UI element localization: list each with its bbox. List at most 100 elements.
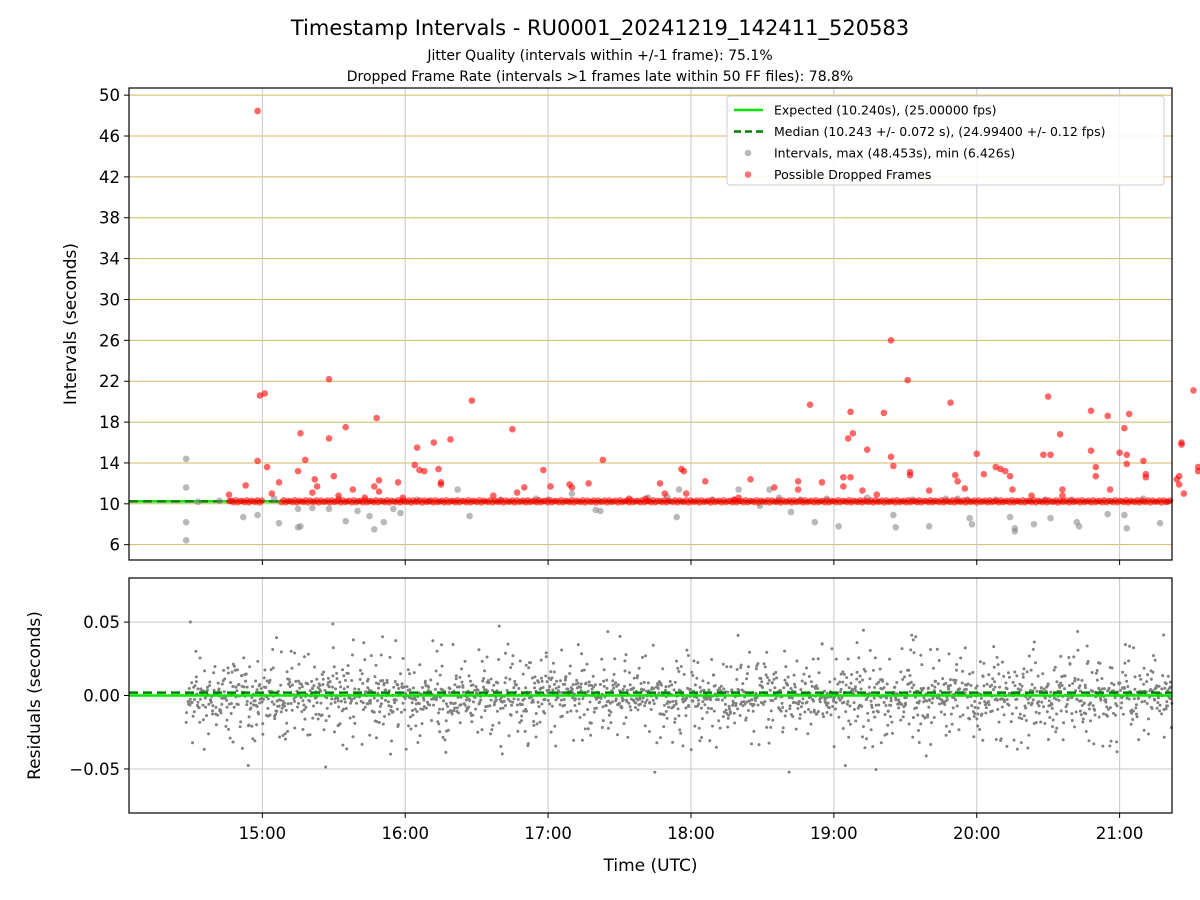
- residual-point: [568, 664, 572, 668]
- residual-point: [854, 689, 858, 693]
- residual-point: [1047, 699, 1051, 703]
- residual-point: [673, 680, 677, 684]
- residual-point: [894, 698, 898, 702]
- interval-point: [1123, 525, 1131, 532]
- residual-point: [286, 702, 290, 706]
- residual-point: [1156, 701, 1160, 705]
- residual-point: [751, 709, 755, 713]
- residual-point: [409, 727, 413, 731]
- residual-point: [621, 698, 625, 702]
- residual-point: [250, 724, 254, 728]
- residual-point: [279, 698, 283, 702]
- residual-point: [301, 699, 305, 703]
- residual-point: [845, 676, 849, 680]
- residual-point: [601, 705, 605, 709]
- residual-point: [219, 709, 223, 713]
- residual-point: [788, 707, 792, 711]
- residual-point: [896, 702, 900, 706]
- residual-point: [870, 705, 874, 709]
- residual-point: [993, 685, 997, 689]
- residual-point: [1105, 705, 1109, 709]
- residual-point: [588, 700, 592, 704]
- residual-point: [410, 708, 414, 712]
- residual-point: [399, 710, 403, 714]
- residual-point: [991, 688, 995, 692]
- residual-point: [632, 686, 636, 690]
- residual-point: [1127, 659, 1131, 663]
- residual-point: [860, 735, 864, 739]
- residual-point: [639, 681, 643, 685]
- residual-point: [923, 716, 927, 720]
- residual-point: [910, 686, 914, 690]
- residual-point: [308, 689, 312, 693]
- residual-point: [767, 741, 771, 745]
- interval-point: [182, 455, 190, 463]
- residual-point: [874, 703, 878, 707]
- interval-point: [1104, 510, 1112, 518]
- residual-point: [368, 698, 372, 702]
- residual-point: [1115, 740, 1119, 744]
- residual-point: [297, 701, 301, 705]
- residual-point: [497, 624, 501, 628]
- residual-point: [673, 717, 677, 721]
- residual-point: [500, 752, 504, 756]
- dropped-frame-point: [1121, 424, 1128, 432]
- residual-point: [408, 715, 412, 719]
- residual-point: [420, 686, 424, 690]
- residual-point: [903, 675, 907, 679]
- residual-point: [652, 702, 656, 706]
- interval-point: [968, 520, 976, 528]
- residual-point: [678, 728, 682, 732]
- residual-point: [564, 675, 568, 679]
- residual-point: [321, 682, 325, 686]
- residual-point: [226, 666, 230, 670]
- residual-point: [1070, 712, 1074, 716]
- residual-point: [991, 677, 995, 681]
- residual-point: [645, 698, 649, 702]
- residual-point: [339, 685, 343, 689]
- residual-point: [387, 712, 391, 716]
- residual-point: [1020, 717, 1024, 721]
- residual-point: [1059, 681, 1063, 685]
- residual-point: [1059, 654, 1063, 658]
- residuals-ytick-label: 0.05: [83, 613, 120, 632]
- dropped-frame-point: [794, 486, 802, 493]
- residual-point: [846, 657, 850, 661]
- residual-point: [579, 682, 583, 686]
- residual-point: [461, 690, 465, 694]
- residual-point: [859, 687, 863, 691]
- residual-point: [714, 745, 718, 749]
- residual-point: [912, 651, 916, 655]
- residual-point: [600, 725, 604, 729]
- residual-point: [810, 684, 814, 688]
- dropped-frame-point: [375, 477, 383, 484]
- residual-point: [537, 705, 541, 709]
- dropped-frame-point: [311, 475, 319, 483]
- residual-point: [539, 676, 543, 680]
- residual-point: [845, 702, 849, 706]
- residual-point: [909, 648, 913, 652]
- residual-point: [289, 649, 293, 653]
- legend-dot-swatch: [744, 149, 752, 157]
- residual-point: [290, 666, 294, 670]
- residual-point: [534, 735, 538, 739]
- residual-point: [1162, 735, 1166, 739]
- residual-point: [491, 723, 495, 727]
- dropped-frame-point: [420, 467, 428, 475]
- residual-point: [671, 740, 675, 744]
- residual-point: [399, 672, 403, 676]
- residual-point: [396, 723, 400, 727]
- residual-point: [1030, 683, 1034, 687]
- residual-point: [549, 730, 553, 734]
- residual-point: [511, 700, 515, 704]
- residual-point: [535, 722, 539, 726]
- dropped-frame-point: [325, 375, 333, 383]
- residual-point: [1084, 712, 1088, 716]
- residual-point: [763, 700, 767, 704]
- residual-point: [647, 729, 651, 733]
- residual-point: [623, 684, 627, 688]
- residual-point: [628, 683, 632, 687]
- residual-point: [1026, 697, 1030, 701]
- residual-point: [1052, 668, 1056, 672]
- residual-point: [279, 683, 283, 687]
